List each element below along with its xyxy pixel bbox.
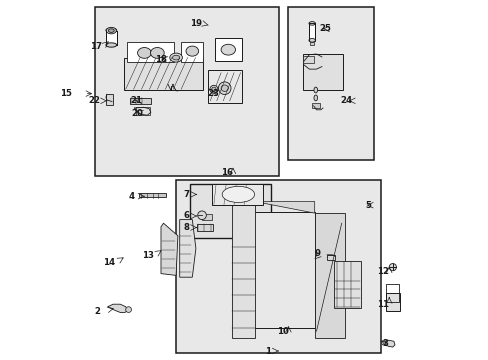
- Ellipse shape: [222, 186, 254, 202]
- Polygon shape: [107, 304, 127, 312]
- Circle shape: [125, 307, 131, 312]
- Text: 2: 2: [94, 307, 101, 316]
- Ellipse shape: [221, 85, 228, 91]
- Bar: [136, 107, 150, 115]
- Bar: [212, 184, 262, 205]
- Polygon shape: [179, 220, 196, 277]
- Ellipse shape: [308, 22, 315, 25]
- Text: 21: 21: [130, 96, 142, 105]
- Text: 19: 19: [190, 19, 202, 28]
- Bar: [123, 58, 203, 90]
- Text: 20: 20: [131, 109, 142, 118]
- Bar: [310, 42, 313, 45]
- Bar: [333, 261, 360, 308]
- Ellipse shape: [218, 82, 230, 94]
- Text: 6: 6: [183, 211, 189, 220]
- Bar: [303, 56, 313, 63]
- Ellipse shape: [209, 85, 218, 93]
- Bar: [303, 54, 342, 90]
- Bar: [129, 98, 150, 104]
- Polygon shape: [382, 340, 394, 347]
- Bar: [196, 224, 213, 231]
- Text: 22: 22: [88, 96, 101, 105]
- Text: 17: 17: [90, 42, 102, 51]
- Text: 9: 9: [313, 249, 320, 258]
- Text: 15: 15: [60, 89, 72, 98]
- Circle shape: [388, 264, 396, 271]
- Ellipse shape: [172, 55, 179, 60]
- Circle shape: [381, 341, 385, 345]
- Ellipse shape: [211, 87, 216, 91]
- Text: 16: 16: [221, 168, 232, 177]
- Ellipse shape: [137, 48, 151, 58]
- Bar: [190, 184, 271, 238]
- Text: 7: 7: [183, 190, 189, 199]
- Text: 12: 12: [376, 267, 388, 276]
- Ellipse shape: [169, 53, 182, 62]
- Text: 3: 3: [382, 339, 387, 348]
- Bar: [202, 214, 211, 220]
- Text: 13: 13: [142, 251, 153, 260]
- Bar: [105, 94, 113, 105]
- Bar: [181, 42, 203, 62]
- Bar: [287, 7, 373, 160]
- Bar: [214, 38, 241, 61]
- Polygon shape: [231, 202, 314, 213]
- Text: 5: 5: [365, 201, 370, 210]
- Bar: [308, 24, 315, 41]
- Ellipse shape: [221, 44, 235, 55]
- Text: 25: 25: [318, 24, 330, 33]
- Bar: [139, 193, 166, 197]
- Bar: [106, 31, 117, 45]
- Text: 11: 11: [376, 300, 388, 309]
- Ellipse shape: [313, 87, 317, 93]
- Text: 1: 1: [265, 346, 271, 356]
- Text: 10: 10: [276, 328, 288, 336]
- Ellipse shape: [106, 27, 116, 34]
- Bar: [311, 103, 319, 108]
- Bar: [127, 42, 174, 62]
- Text: 8: 8: [183, 223, 189, 232]
- Bar: [176, 180, 381, 353]
- Text: 4: 4: [128, 192, 134, 201]
- Ellipse shape: [308, 39, 315, 42]
- Bar: [95, 7, 278, 176]
- Bar: [385, 293, 399, 311]
- Ellipse shape: [313, 95, 317, 101]
- Text: 24: 24: [340, 96, 352, 105]
- Ellipse shape: [106, 28, 117, 32]
- Text: 14: 14: [102, 258, 115, 267]
- Polygon shape: [231, 202, 255, 338]
- Polygon shape: [161, 223, 178, 275]
- Ellipse shape: [150, 48, 164, 58]
- Polygon shape: [314, 213, 345, 338]
- Circle shape: [197, 211, 206, 220]
- Bar: [326, 255, 334, 260]
- Bar: [207, 70, 241, 103]
- Text: 23: 23: [207, 89, 219, 98]
- Ellipse shape: [185, 46, 198, 56]
- Ellipse shape: [108, 29, 114, 32]
- Bar: [246, 212, 314, 328]
- Ellipse shape: [106, 43, 117, 47]
- Text: 18: 18: [155, 55, 167, 64]
